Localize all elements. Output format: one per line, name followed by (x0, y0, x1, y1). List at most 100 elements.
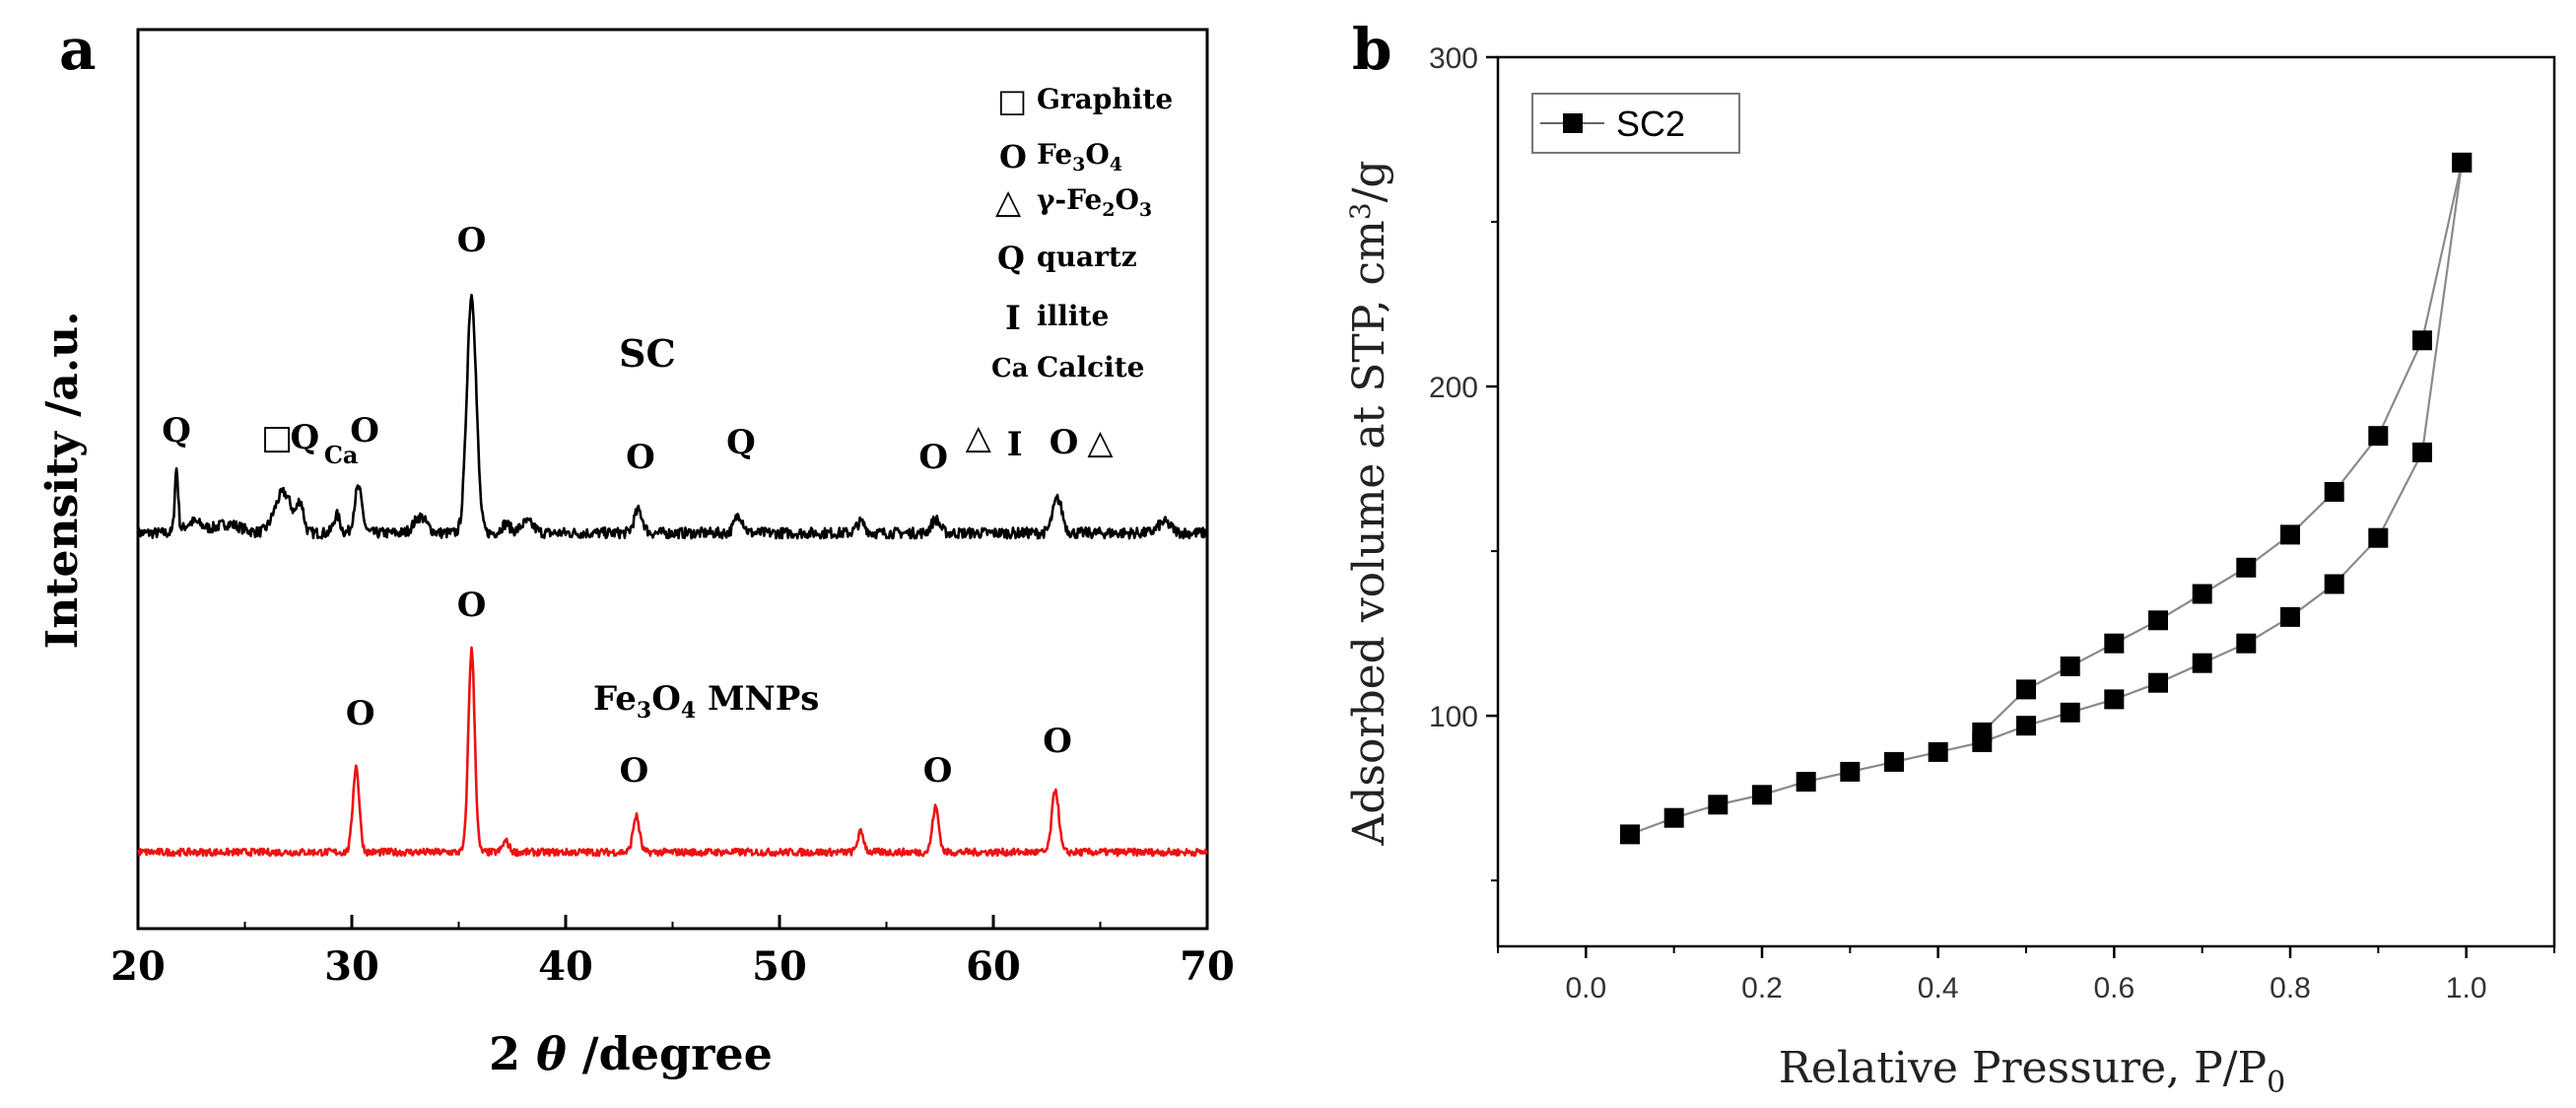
panel-a-y-axis-title: Intensity /a.u. (37, 312, 88, 650)
calcite-symbol: Ca (991, 354, 1029, 383)
adsorption-point (2236, 633, 2257, 654)
illite-symbol: I (1005, 299, 1021, 338)
fe3o4-label: Fe3O4 (1037, 138, 1122, 175)
adsorption-point (2412, 442, 2432, 462)
legend-square-marker (1563, 113, 1583, 133)
mnp-peak-marker: O (923, 751, 953, 791)
panel-b-series (1620, 152, 2473, 845)
fe3o4-symbol: O (999, 138, 1027, 175)
x-tick-label: 60 (966, 943, 1021, 990)
legend-calcite: Ca Calcite (991, 351, 1145, 383)
sc-peak-marker: I (1007, 425, 1023, 464)
sc-peak-marker: Q (162, 411, 191, 450)
legend-label-sc2: SC2 (1616, 104, 1685, 144)
adsorption-point (2280, 606, 2300, 627)
calcite-label: Calcite (1037, 351, 1145, 383)
panel-a-traces (136, 293, 1209, 858)
x-tick-label: 0.0 (1565, 972, 1606, 1004)
x-tick-label: 0.4 (1918, 972, 1959, 1004)
adsorption-point (2060, 702, 2080, 723)
y-tick-label: 300 (1429, 42, 1478, 75)
x-tick-label: 50 (752, 943, 807, 990)
series-line-fe3o4-mnps (136, 646, 1209, 858)
x-tick-label: 1.0 (2446, 972, 2487, 1004)
illite-label: illite (1037, 300, 1109, 332)
mnp-peak-marker: O (1043, 722, 1072, 761)
sc-peak-marker: O (626, 438, 655, 477)
desorption-point (2368, 426, 2389, 447)
panel-b: b 0.0 0.2 0.4 0.6 0.8 1.0 100 200 300 SC2 Relati… (1344, 16, 2556, 1100)
adsorption-point (1928, 741, 1948, 762)
sc-peak-marker: O (350, 411, 379, 450)
sc-peak-marker: △ (1087, 423, 1114, 462)
adsorption-point (2016, 716, 2036, 736)
desorption-point (2280, 524, 2300, 545)
sc-peak-marker: □ (261, 418, 293, 457)
desorption-point (2104, 633, 2125, 654)
panel-b-x-axis-title: Relative Pressure, P/P0 (1779, 1043, 2285, 1100)
x-tick-label: 20 (110, 943, 166, 990)
legend-graphite: □ Graphite (997, 82, 1173, 119)
sc-peak-marker: Q (290, 418, 319, 457)
adsorption-point (2368, 527, 2389, 548)
sc-peak-marker: Q (726, 423, 756, 462)
adsorption-point (1663, 807, 1684, 828)
gamma-fe2o3-symbol: △ (995, 182, 1022, 222)
legend-gamma-fe2o3: △ γ-Fe2O3 (995, 182, 1152, 222)
sc-peak-marker: O (457, 221, 487, 260)
panel-a-x-axis-title: 2 θ /degree (489, 1027, 773, 1080)
y-tick-label: 100 (1429, 701, 1478, 733)
panel-a-label: a (59, 16, 97, 83)
x-tick-label: 40 (538, 943, 593, 990)
sc-peak-marker: △ (966, 418, 992, 457)
adsorption-point (1620, 824, 1640, 845)
desorption-branch-line (1981, 162, 2464, 733)
x-tick-label: 0.2 (1741, 972, 1783, 1004)
adsorption-point (2148, 672, 2168, 693)
panel-b-legend: SC2 (1531, 93, 1740, 154)
graphite-symbol: □ (997, 82, 1027, 119)
legend-quartz: Q quartz (997, 240, 1137, 277)
series-line-sc (136, 293, 1209, 540)
quartz-symbol: Q (997, 240, 1025, 277)
x-tick-label: 0.6 (2093, 972, 2135, 1004)
x-tick-label: 30 (324, 943, 379, 990)
x-tick-label: 70 (1180, 943, 1235, 990)
gamma-fe2o3-label: γ-Fe2O3 (1037, 183, 1152, 221)
legend-illite: I illite (1005, 299, 1109, 338)
panel-b-label: b (1352, 16, 1392, 83)
y-tick-label: 200 (1429, 372, 1478, 404)
mnp-peak-marker: O (457, 586, 487, 625)
desorption-point (2324, 482, 2344, 502)
adsorption-point (2192, 653, 2212, 673)
desorption-point (2016, 679, 2036, 700)
trace-label-fe3o4-mnps: Fe3O4 MNPs (593, 679, 819, 724)
sc-peak-marker: O (918, 438, 948, 477)
mnp-peak-marker: O (346, 694, 375, 733)
x-tick-label: 0.8 (2270, 972, 2311, 1004)
mnp-peak-marker: O (620, 751, 649, 791)
desorption-point (2412, 330, 2432, 351)
sc-peak-marker: Ca (324, 441, 359, 469)
panel-a-x-ticks: 20 30 40 50 60 70 (110, 915, 1235, 990)
adsorption-point (1840, 761, 1861, 782)
adsorption-point (1796, 772, 1816, 792)
desorption-point (2060, 657, 2080, 676)
adsorption-point (1884, 751, 1904, 772)
adsorption-point (1708, 795, 1729, 815)
panel-b-axes-ticks: 0.0 0.2 0.4 0.6 0.8 1.0 100 200 300 (1429, 42, 2555, 1004)
desorption-point (2236, 557, 2257, 578)
adsorption-point (1752, 785, 1772, 805)
desorption-point (1972, 722, 1993, 742)
sc-peak-marker: O (1050, 423, 1079, 462)
adsorption-point (2104, 689, 2125, 710)
trace-label-sc: SC (619, 331, 676, 376)
legend-fe3o4: O Fe3O4 (999, 138, 1122, 175)
panel-b-y-axis-title: Adsorbed volume at STP, cm3/g (1344, 160, 1394, 846)
desorption-point (2452, 152, 2473, 173)
graphite-label: Graphite (1037, 83, 1173, 115)
panel-a-legend: □ Graphite O Fe3O4 △ γ-Fe2O3 Q quartz I … (991, 82, 1173, 383)
